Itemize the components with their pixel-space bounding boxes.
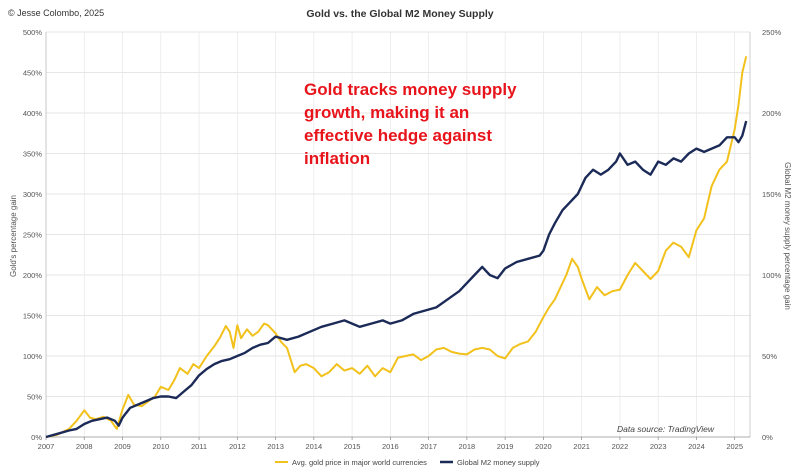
x-tick-label: 2014 [305,442,322,451]
m2-money-supply-line [45,120,748,439]
x-tick-label: 2016 [382,442,399,451]
x-tick-label: 2018 [459,442,476,451]
x-tick-label: 2021 [573,442,590,451]
x-tick-label: 2012 [229,442,246,451]
left-tick-label: 250% [23,231,43,240]
left-tick-label: 400% [23,109,43,118]
annotation-line-1: Gold tracks money supply [304,80,517,99]
left-tick-label: 500% [23,28,43,37]
right-tick-label: 100% [762,271,782,280]
right-tick-label: 50% [762,352,777,361]
x-tick-label: 2010 [152,442,169,451]
left-tick-label: 450% [23,69,43,78]
left-axis-label: Gold's percentage gain [9,195,18,277]
x-tick-label: 2011 [191,442,207,451]
x-tick-label: 2008 [76,442,93,451]
legend-label-m2: Global M2 money supply [457,458,540,467]
annotation-line-4: inflation [304,149,370,168]
right-tick-label: 200% [762,109,782,118]
annotation-line-3: effective hedge against [304,126,492,145]
left-tick-label: 300% [23,190,43,199]
x-axis: 2007 2008 2009 2010 2011 2012 2013 2014 2015 2016… [38,436,750,451]
left-y-axis: 0% 50% 100% 150% 200% 250% 300% 350% 400% 450% 500… [23,28,47,442]
left-tick-label: 100% [23,352,43,361]
x-tick-label: 2019 [497,442,514,451]
x-tick-label: 2024 [688,442,705,451]
right-tick-label: 150% [762,190,782,199]
right-tick-label: 250% [762,28,782,37]
left-tick-label: 200% [23,271,43,280]
x-tick-label: 2017 [420,442,437,451]
legend-label-gold: Avg. gold price in major world currencie… [292,458,427,467]
x-tick-label: 2022 [612,442,629,451]
copyright: © Jesse Colombo, 2025 [8,8,104,18]
x-tick-label: 2020 [535,442,552,451]
right-tick-label: 0% [762,433,773,442]
data-source: Data source: TradingView [617,424,715,434]
legend: Avg. gold price in major world currencie… [275,458,540,467]
chart-title: Gold vs. the Global M2 Money Supply [306,8,493,20]
x-tick-label: 2013 [267,442,284,451]
series-lines [45,56,748,439]
left-tick-label: 350% [23,150,43,159]
annotation: Gold tracks money supply growth, making … [304,80,517,168]
x-tick-label: 2025 [726,442,743,451]
x-tick-label: 2015 [344,442,361,451]
left-tick-label: 50% [27,393,42,402]
left-tick-label: 150% [23,312,43,321]
left-tick-label: 0% [31,433,42,442]
right-axis-label: Global M2 money supply percentage gain [783,162,792,310]
x-tick-label: 2009 [114,442,131,451]
right-y-axis: 0% 50% 100% 150% 200% 250% [749,28,782,442]
gold-price-line [45,56,748,438]
x-tick-label: 2023 [650,442,667,451]
annotation-line-2: growth, making it an [304,103,469,122]
x-tick-label: 2007 [38,442,55,451]
